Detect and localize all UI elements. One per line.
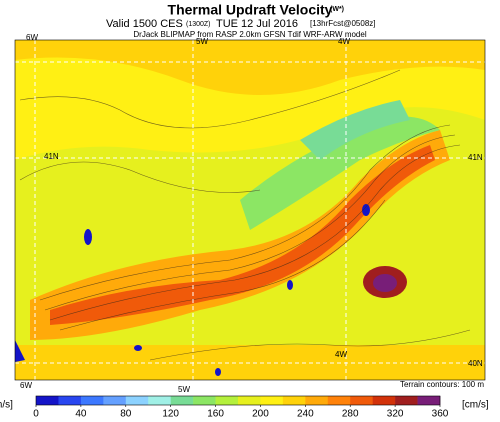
lon-label: 4W: [338, 37, 350, 46]
colorbar-segment: [58, 396, 82, 405]
colorbar-segment: [80, 396, 104, 405]
colorbar-segment: [350, 396, 373, 405]
lat-label: 40N: [468, 359, 483, 368]
colorbar-tick-label: 120: [162, 409, 179, 420]
colorbar-segment: [215, 396, 239, 405]
colorbar-tick-label: 320: [387, 409, 404, 420]
map-field: [15, 40, 485, 380]
colorbar-segment: [238, 396, 261, 405]
unit-left: m/s]: [0, 400, 13, 411]
date: TUE 12 Jul 2016: [216, 18, 298, 30]
colorbar-segment: [327, 396, 351, 405]
colorbar-tick-label: 40: [75, 409, 87, 420]
lon-label: 5W: [196, 37, 208, 46]
colorbar: 0 40 80 120 160 200 240 280 320 360: [33, 395, 449, 420]
lon-label: 4W: [335, 350, 347, 359]
colorbar-segment: [193, 396, 216, 405]
colorbar-segment: [282, 396, 306, 405]
lat-label: 41N: [468, 153, 483, 162]
colorbar-tick-label: 80: [120, 409, 132, 420]
map-frame: [14, 39, 486, 381]
forecast: [13hrFcst@0508z]: [310, 19, 375, 28]
colorbar-tick-label: 160: [207, 409, 224, 420]
colorbar-segment: [372, 396, 396, 405]
lat-label: 41N: [44, 152, 59, 161]
lon-label: 6W: [26, 33, 38, 42]
colorbar-frame: [35, 395, 441, 406]
colorbar-segment: [305, 396, 329, 405]
title: Thermal Updraft Velocity: [168, 2, 333, 18]
colorbar-segment: [170, 396, 194, 405]
colorbar-segment: [36, 396, 59, 405]
lon-label: 6W: [20, 381, 32, 390]
colorbar-tick-label: 240: [297, 409, 314, 420]
colorbar-tick-label: 360: [432, 409, 449, 420]
lon-label: 5W: [178, 385, 190, 394]
colorbar-segment: [148, 396, 171, 405]
colorbar-tick-label: 200: [252, 409, 269, 420]
colorbar-tick-label: 280: [342, 409, 359, 420]
valid: Valid 1500 CES: [106, 18, 183, 30]
colorbar-tick-label: 0: [33, 409, 39, 420]
unit-right: [cm/s]: [462, 400, 489, 411]
colorbar-segment: [395, 396, 418, 405]
terrain-note: Terrain contours: 100 m: [400, 380, 484, 389]
utc: (1300Z): [186, 21, 211, 28]
title-sup: (W*): [330, 6, 344, 13]
credit: DrJack BLIPMAP from RASP 2.0km GFSN Tdif…: [133, 30, 366, 39]
colorbar-segment: [417, 396, 441, 405]
colorbar-segment: [125, 396, 149, 405]
colorbar-segment: [103, 396, 127, 405]
colorbar-segment: [260, 396, 284, 405]
